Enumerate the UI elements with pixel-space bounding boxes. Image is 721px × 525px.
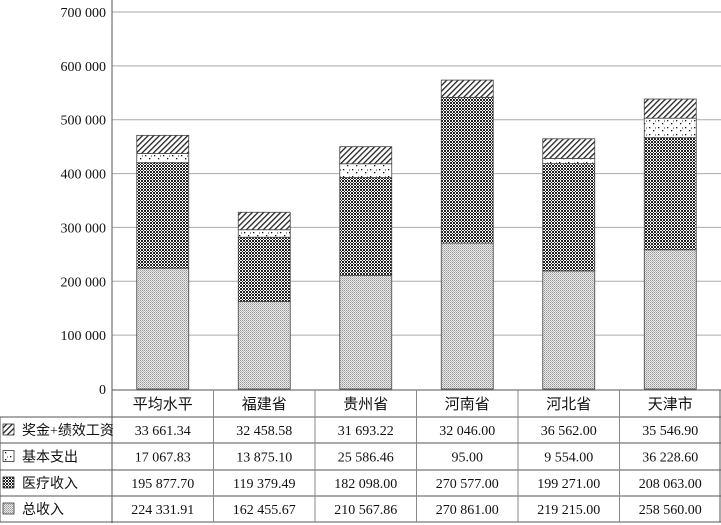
y-tick-label: 600 000	[61, 60, 107, 75]
data-label: 210 567.86	[334, 503, 397, 518]
data-label: 224 331.91	[131, 503, 194, 518]
bar-segment-dots	[339, 163, 393, 178]
bar-segment-diagonal-hatch	[237, 211, 291, 231]
data-label: 32 458.58	[236, 424, 292, 439]
y-tick-label: 300 000	[61, 221, 107, 236]
bar-segment-dots	[643, 117, 697, 139]
legend-swatch-dots	[2, 450, 15, 462]
bar-segment-light-checker	[440, 242, 494, 390]
x-category-label: 河北省	[546, 396, 591, 413]
x-category-label: 平均水平	[133, 396, 193, 413]
data-label: 208 063.00	[639, 477, 702, 492]
legend-swatch-dark-checker	[2, 476, 15, 489]
y-tick-label: 700 000	[61, 6, 107, 21]
data-label: 219 215.00	[537, 503, 600, 518]
x-category-label: 贵州省	[343, 396, 388, 413]
data-label: 17 067.83	[135, 451, 191, 466]
bar-segment-diagonal-hatch	[136, 134, 190, 154]
data-label: 119 379.49	[233, 477, 295, 492]
data-label: 95.00	[452, 451, 484, 466]
bar-segment-light-checker	[136, 267, 190, 390]
data-label: 199 271.00	[537, 477, 600, 492]
data-label: 36 562.00	[541, 424, 597, 439]
data-label: 33 661.34	[135, 424, 191, 439]
y-tick-label: 400 000	[61, 168, 107, 183]
bar-segment-dark-checker	[440, 96, 494, 244]
y-tick-label: 200 000	[61, 275, 107, 290]
x-category-label: 福建省	[242, 396, 287, 413]
legend-label: 基本支出	[22, 449, 78, 466]
y-tick-label: 500 000	[61, 114, 107, 129]
y-tick-label: 0	[99, 383, 106, 398]
bar-segment-diagonal-hatch	[643, 98, 697, 119]
data-label: 258 560.00	[639, 503, 702, 518]
y-tick-label: 100 000	[61, 329, 107, 344]
data-label: 13 875.10	[236, 451, 292, 466]
data-label: 162 455.67	[233, 503, 296, 518]
data-label: 35 546.90	[642, 424, 698, 439]
bar-segment-diagonal-hatch	[542, 138, 596, 159]
bar-segment-diagonal-hatch	[440, 79, 494, 98]
data-label: 9 554.00	[544, 451, 593, 466]
bar-segment-light-checker	[237, 301, 291, 390]
legend-swatch-diagonal-hatch	[2, 423, 15, 436]
data-label: 36 228.60	[642, 451, 698, 466]
bar-segment-dark-checker	[542, 163, 596, 272]
bar-segment-diagonal-hatch	[339, 146, 393, 165]
data-label: 270 861.00	[436, 503, 499, 518]
bar-segment-dots	[237, 229, 291, 238]
data-label: 182 098.00	[334, 477, 397, 492]
data-label: 32 046.00	[439, 424, 495, 439]
data-label: 270 577.00	[436, 477, 499, 492]
x-category-label: 河南省	[445, 396, 490, 413]
data-label: 195 877.70	[131, 477, 194, 492]
legend-label: 奖金+绩效工资	[22, 422, 114, 439]
legend-label: 总收入	[22, 502, 64, 518]
legend-label: 医疗收入	[22, 476, 78, 492]
x-category-label: 天津市	[648, 396, 693, 413]
bar-segment-dots	[136, 153, 190, 164]
bar-segment-light-checker	[339, 275, 393, 390]
data-label: 25 586.46	[338, 451, 394, 466]
bar-segment-dots	[542, 158, 596, 165]
legend-swatch-light-checker	[2, 502, 15, 515]
bar-segment-dark-checker	[237, 236, 291, 302]
bar-segment-dark-checker	[643, 137, 697, 251]
data-label: 31 693.22	[338, 424, 394, 439]
bar-segment-dark-checker	[136, 162, 190, 269]
bar-segment-light-checker	[643, 249, 697, 390]
bar-segment-dark-checker	[339, 177, 393, 276]
bar-segment-light-checker	[542, 270, 596, 390]
